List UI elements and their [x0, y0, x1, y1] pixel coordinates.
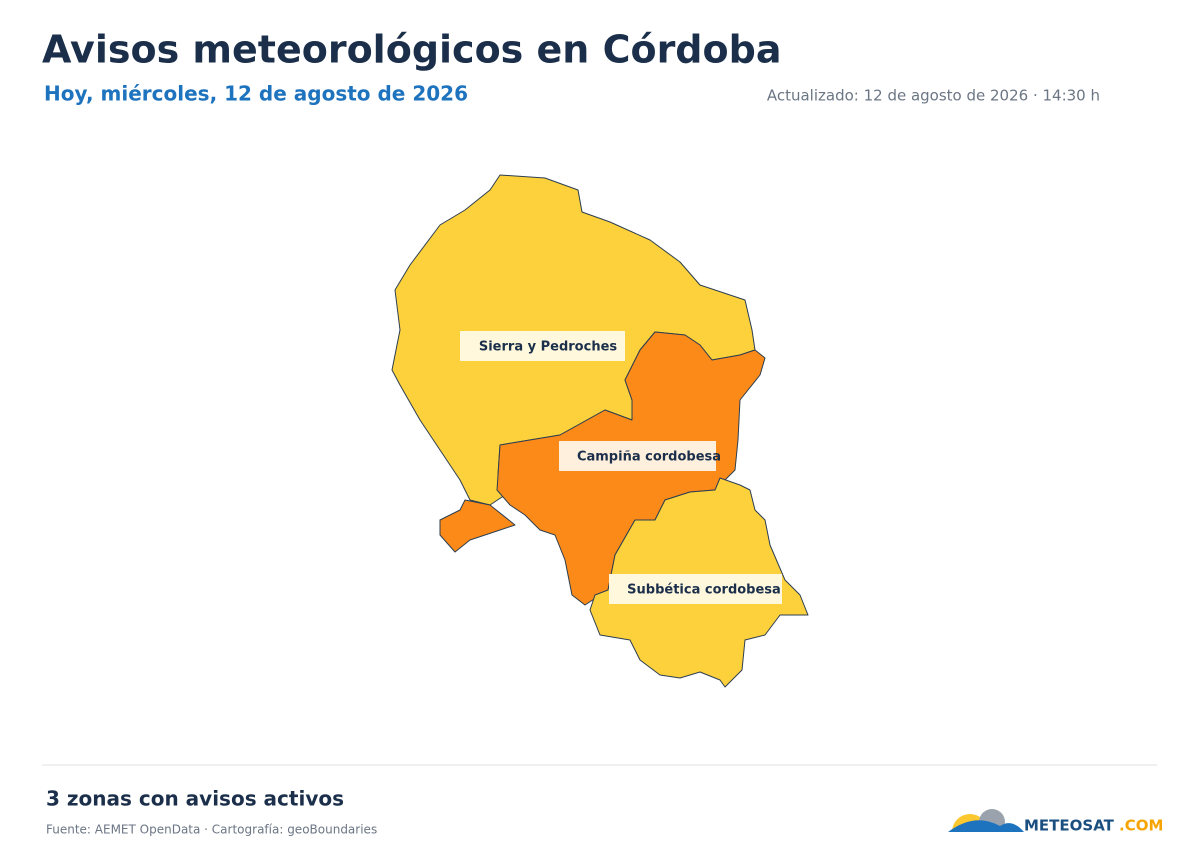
map	[391, 174, 809, 688]
logo-suffix: .COM	[1119, 817, 1163, 835]
zone-label: Sierra y Pedroches	[479, 340, 618, 355]
logo-text: METEOSAT	[1024, 817, 1115, 835]
zone-label: Campiña cordobesa	[577, 450, 721, 465]
label-box	[559, 441, 716, 471]
logo-mask	[940, 832, 1030, 852]
summary: 3 zonas con avisos activos	[46, 787, 344, 811]
zone-label: Subbética cordobesa	[627, 583, 781, 598]
label-box	[609, 574, 782, 604]
logo: METEOSAT .COM	[940, 809, 1163, 852]
logo-wave	[948, 820, 1024, 832]
source: Fuente: AEMET OpenData · Cartografía: ge…	[46, 823, 377, 837]
subtitle: Hoy, miércoles, 12 de agosto de 2026	[44, 82, 468, 106]
updated: Actualizado: 12 de agosto de 2026 · 14:3…	[767, 87, 1100, 105]
zone-campina-exclave	[439, 499, 516, 553]
title: Avisos meteorológicos en Córdoba	[42, 28, 781, 72]
label-box	[460, 331, 625, 361]
